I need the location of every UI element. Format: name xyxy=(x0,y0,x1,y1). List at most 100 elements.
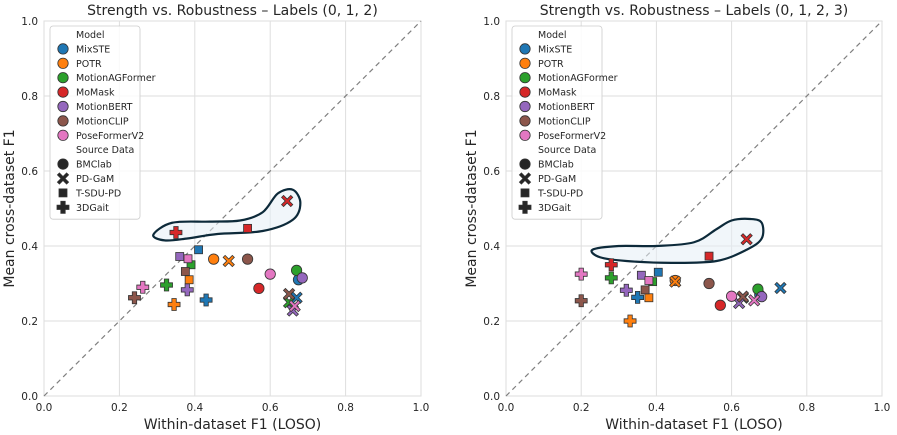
x-tick-label: 0.0 xyxy=(498,402,515,414)
legend-marker-momask xyxy=(519,86,531,98)
legend-label-pd-gam: PD-GaM xyxy=(538,174,576,185)
data-point-poseformerv2-bmclab xyxy=(725,290,738,302)
data-point-momask-bmclab xyxy=(253,282,265,294)
legend-label-3dgait: 3DGait xyxy=(538,203,571,214)
diagonal-reference-line xyxy=(43,20,422,397)
y-tick-label: 0.4 xyxy=(21,241,38,253)
data-point-mixste-t-sdu-pd xyxy=(194,245,203,255)
legend-marker-t-sdu-pd xyxy=(520,188,530,198)
x-tick-label: 1.0 xyxy=(874,402,891,414)
legend-marker-3dgait xyxy=(56,200,70,214)
legend-label-t-sdu-pd: T-SDU-PD xyxy=(537,188,583,199)
legend-label-momask: MoMask xyxy=(538,88,577,99)
data-point-motionbert-t-sdu-pd xyxy=(175,252,185,261)
legend-marker-motionclip xyxy=(519,115,531,127)
data-point-motionagformer-3dgait xyxy=(160,278,173,292)
legend-marker-momask xyxy=(57,86,69,98)
legend-label-bmclab: BMClab xyxy=(538,160,574,171)
data-point-poseformerv2-bmclab xyxy=(264,268,276,280)
x-tick-label: 0.6 xyxy=(723,402,740,414)
y-tick-label: 0.6 xyxy=(21,166,38,178)
data-point-poseformerv2-pd-gam xyxy=(747,294,761,307)
data-point-poseformerv2-t-sdu-pd xyxy=(644,276,654,285)
legend-marker-bmclab xyxy=(57,158,69,170)
data-point-motionclip-pd-gam xyxy=(736,290,750,303)
data-point-potr-bmclab xyxy=(208,253,220,265)
legend-label-poseformerv2: PoseFormerV2 xyxy=(76,131,144,142)
y-axis-label: Mean cross-dataset F1 xyxy=(2,129,18,287)
data-point-motionbert-t-sdu-pd xyxy=(636,270,646,280)
legend-label-t-sdu-pd: T-SDU-PD xyxy=(75,188,121,199)
legend-label-bmclab: BMClab xyxy=(76,160,112,171)
legend-box xyxy=(511,25,603,220)
x-tick-label: 1.0 xyxy=(413,402,430,414)
y-tick-label: 0.8 xyxy=(483,91,500,103)
legend-marker-pd-gam xyxy=(56,172,70,185)
legend-marker-motionagformer xyxy=(519,72,531,84)
data-point-motionclip-3dgait xyxy=(128,291,141,305)
legend-label-motionbert: MotionBERT xyxy=(76,102,133,113)
legend-label-momask: MoMask xyxy=(76,88,115,99)
legend-label-motionagformer: MotionAGFormer xyxy=(538,73,618,84)
chart-title: Strength vs. Robustness – Labels (0, 1, … xyxy=(87,3,378,19)
chart-panel-1: 0.0 0.2 0.4 0.6 0.8 1.0 0.0 0.2 0.4 0.6 0.8 1.0 Mode… xyxy=(2,3,429,433)
data-point-potr-3dgait xyxy=(623,314,637,328)
data-point-potr-3dgait xyxy=(167,298,181,311)
legend: Model MixSTE POTR MotionAGFormer MoMask Motio… xyxy=(511,25,618,220)
data-point-mixste-t-sdu-pd xyxy=(653,267,663,277)
data-point-motionbert-bmclab xyxy=(296,272,308,284)
data-point-motionbert-3dgait xyxy=(619,283,633,297)
data-point-mixste-3dgait xyxy=(199,293,213,307)
data-point-momask-3dgait xyxy=(604,258,618,272)
data-point-potr-pd-gam xyxy=(222,254,235,268)
data-point-poseformerv2-pd-gam xyxy=(288,299,301,313)
y-tick-label: 0.2 xyxy=(483,316,500,328)
legend-marker-potr xyxy=(519,57,531,69)
x-tick-label: 0.6 xyxy=(262,402,279,414)
legend-marker-poseformerv2 xyxy=(519,129,531,141)
x-tick-label: 0.8 xyxy=(798,402,815,414)
y-tick-label: 0.4 xyxy=(483,241,500,253)
legend: Model MixSTE POTR MotionAGFormer MoMask Motio… xyxy=(49,25,156,220)
x-tick-label: 0.4 xyxy=(186,402,203,414)
legend-marker-poseformerv2 xyxy=(57,129,69,141)
y-tick-label: 0.0 xyxy=(483,391,500,403)
data-point-motionclip-pd-gam xyxy=(282,287,296,301)
x-axis-label: Within-dataset F1 (LOSO) xyxy=(144,417,322,433)
legend-source-header: Source Data xyxy=(538,145,596,156)
legend-marker-motionbert xyxy=(57,100,69,113)
legend-marker-bmclab xyxy=(519,158,531,170)
legend-marker-t-sdu-pd xyxy=(58,188,68,198)
data-point-potr-t-sdu-pd xyxy=(644,293,654,303)
diagonal-reference-line xyxy=(505,20,883,397)
data-point-potr-t-sdu-pd xyxy=(184,275,194,285)
legend-marker-mixste xyxy=(57,43,69,55)
data-point-motionclip-t-sdu-pd xyxy=(640,285,650,295)
data-point-mixste-pd-gam xyxy=(774,281,787,295)
legend-box xyxy=(49,25,141,220)
data-point-motionagformer-3dgait xyxy=(604,271,618,285)
legend-marker-3dgait xyxy=(518,200,532,214)
data-point-motionclip-3dgait xyxy=(574,294,588,308)
legend-marker-pd-gam xyxy=(518,172,532,185)
legend-marker-potr xyxy=(57,57,69,69)
y-tick-label: 0.0 xyxy=(21,391,38,403)
y-tick-label: 0.6 xyxy=(483,166,500,178)
legend-label-3dgait: 3DGait xyxy=(76,203,109,214)
x-tick-label: 0.8 xyxy=(337,402,354,414)
legend-marker-motionagformer xyxy=(57,72,69,84)
data-point-poseformerv2-3dgait xyxy=(136,280,150,294)
y-tick-label: 1.0 xyxy=(483,16,500,28)
y-axis-label: Mean cross-dataset F1 xyxy=(464,129,480,287)
legend-label-motionclip: MotionCLIP xyxy=(538,116,591,127)
y-tick-label: 0.2 xyxy=(21,316,38,328)
legend-label-potr: POTR xyxy=(538,59,564,70)
legend-marker-mixste xyxy=(519,43,531,55)
data-point-mixste-3dgait xyxy=(631,290,644,304)
legend-label-mixste: MixSTE xyxy=(538,44,572,55)
x-tick-label: 0.4 xyxy=(648,402,665,414)
x-tick-label: 0.2 xyxy=(573,402,590,414)
y-tick-label: 0.8 xyxy=(21,91,38,103)
y-tick-label: 1.0 xyxy=(21,16,38,28)
